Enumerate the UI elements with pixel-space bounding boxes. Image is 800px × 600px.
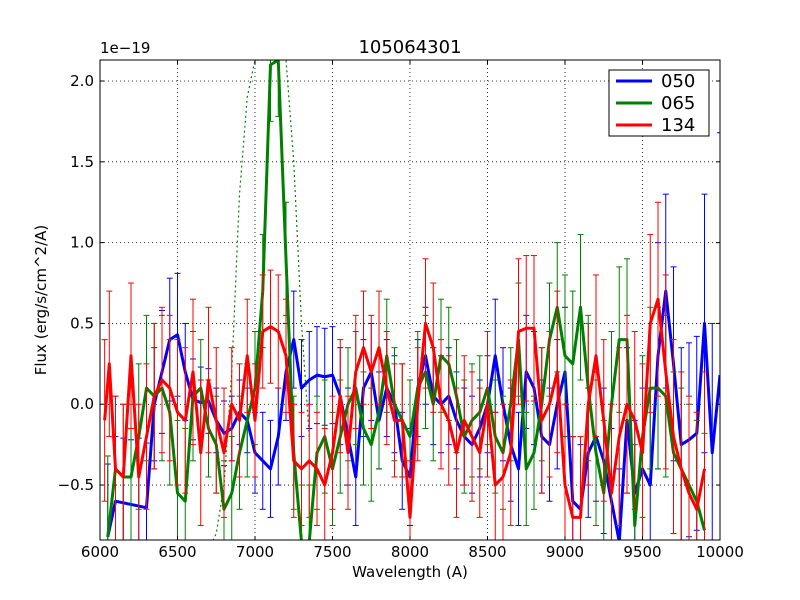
x-tick-label: 10000 [696,543,744,561]
axis-ticks: 6000 6500 7000 7500 8000 8500 9000 9500 10000 −0.… [58,60,744,561]
legend-label-134: 134 [661,115,695,136]
series-134 [101,201,708,540]
line-065 [106,60,706,540]
y-offset-text: 1e−19 [100,39,150,57]
y-tick-label: 1.0 [70,234,94,252]
x-tick-label: 6000 [81,543,119,561]
x-tick-label: 7000 [236,543,274,561]
x-tick-label: 6500 [158,543,196,561]
y-tick-label: −0.5 [58,476,94,494]
x-tick-label: 8500 [468,543,506,561]
envelope-065 [212,60,310,540]
line-134 [103,297,706,519]
x-tick-label: 9500 [623,543,661,561]
y-tick-label: 0.0 [70,395,94,413]
series-layer [101,60,720,540]
y-tick-label: 1.5 [70,153,94,171]
chart-title: 105064301 [358,37,461,58]
x-axis-label: Wavelength (A) [352,563,468,581]
x-tick-label: 8000 [391,543,429,561]
y-tick-label: 0.5 [70,314,94,332]
x-tick-label: 9000 [546,543,584,561]
y-axis-label: Flux (erg/s/cm^2/A) [32,225,50,376]
legend-label-050: 050 [661,71,695,92]
line-050 [106,289,720,540]
legend: 050 065 134 [608,69,710,137]
legend-label-065: 065 [661,93,695,114]
x-tick-label: 7500 [313,543,351,561]
y-tick-label: 2.0 [70,72,94,90]
